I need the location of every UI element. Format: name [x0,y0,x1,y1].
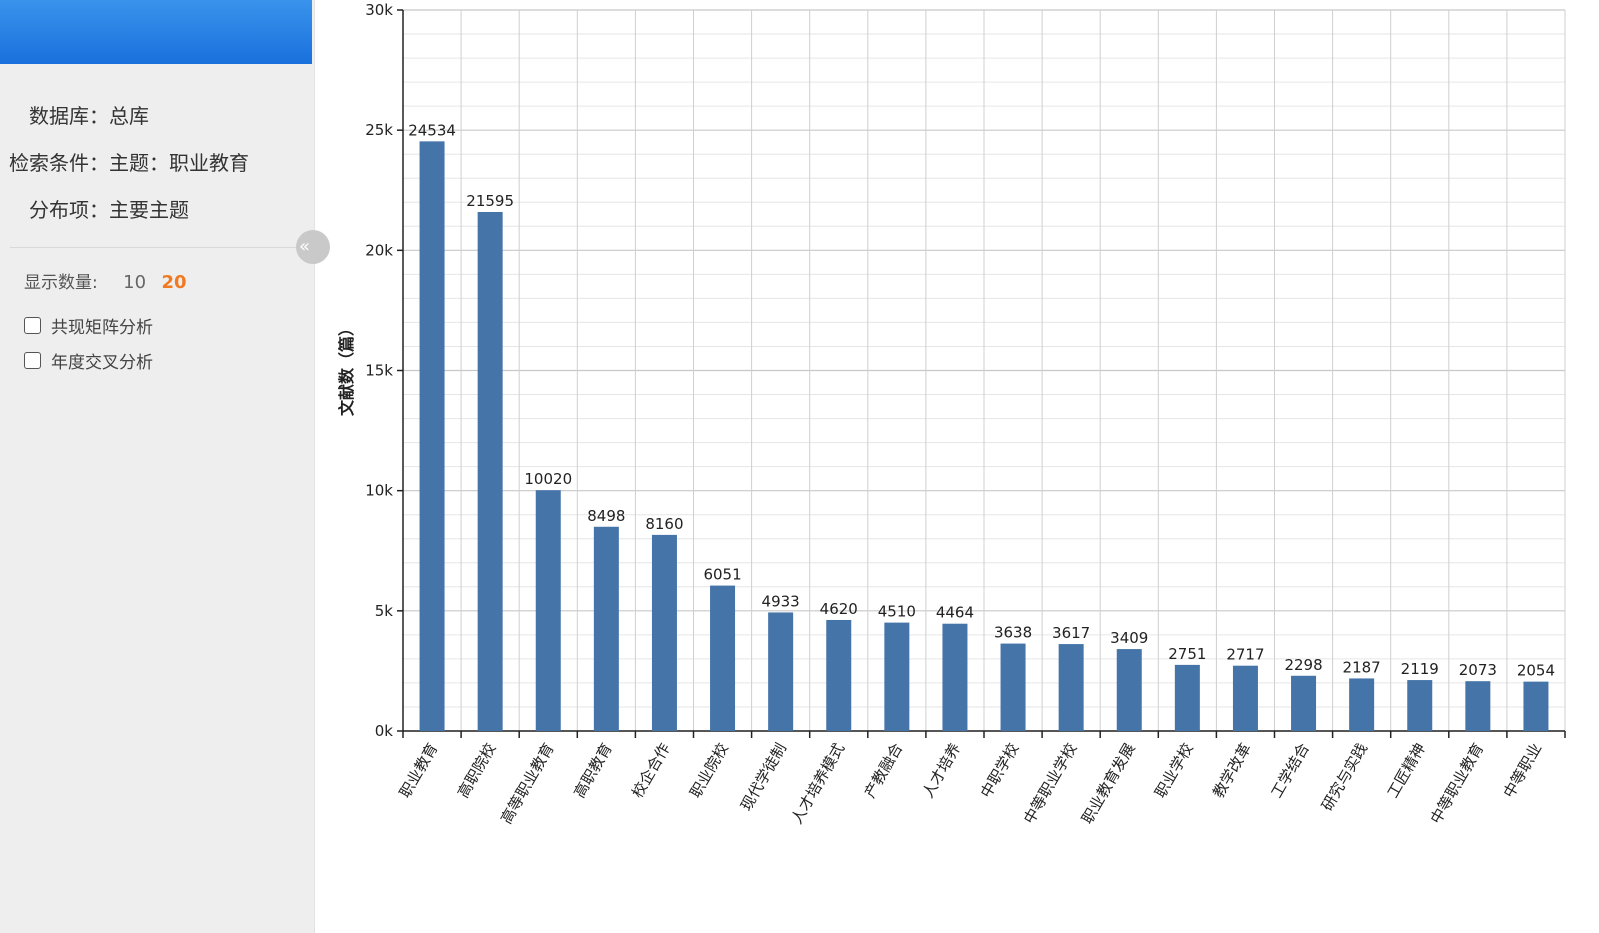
database-value: 总库 [109,104,149,128]
bar-15 [1232,665,1258,731]
sidebar-header [0,0,312,64]
x-tick-label: 中等职业学校 [1020,740,1081,827]
x-tick-label: 现代学徒制 [737,740,790,814]
bar-18 [1407,680,1433,731]
x-tick-label: 中等职业 [1500,740,1546,801]
display-count-row: 显示数量: 10 20 [24,268,187,293]
bar-6 [710,585,736,731]
bar-16 [1291,675,1317,731]
bar-value-label: 2717 [1226,646,1264,664]
y-tick-label: 10k [365,482,393,500]
x-tick-label: 工学结合 [1267,740,1313,801]
y-tick-label: 0k [375,722,394,740]
x-tick-label: 校企合作 [628,740,674,801]
annual-cross-option[interactable]: 年度交叉分析 [24,348,153,373]
x-tick-label: 职业学校 [1151,740,1197,801]
y-axis-ticks: 0k 5k 10k 15k 20k 25k 30k [365,1,403,740]
bar-9 [884,622,910,731]
x-tick-label: 高职教育 [570,740,616,801]
bar-value-label: 21595 [466,192,514,210]
x-tick-label: 职业院校 [686,740,732,801]
bar-value-label: 4464 [936,604,974,622]
bar-11 [1000,643,1026,731]
x-tick-label: 高职院校 [454,740,500,801]
x-tick-label: 职业教育 [396,740,442,801]
x-tick-label: 人才培养模式 [788,740,849,827]
bar-1 [419,141,445,731]
display-count-option-10[interactable]: 10 [123,272,147,293]
y-tick-label: 25k [365,121,393,139]
bar-13 [1116,649,1142,731]
cooccurrence-matrix-option[interactable]: 共现矩阵分析 [24,313,153,338]
bar-3 [535,490,561,731]
database-label: 数据库： [29,104,109,128]
bar-value-label: 4620 [820,600,858,618]
bar-value-label: 8498 [587,507,625,525]
annual-cross-checkbox[interactable] [24,352,41,369]
display-count-option-20[interactable]: 20 [161,272,187,293]
criteria-value: 主题：职业教育 [109,151,249,175]
y-tick-label: 15k [365,362,393,380]
x-tick-label: 教学改革 [1209,740,1255,801]
x-tick-label: 研究与实践 [1318,740,1371,814]
criteria-label: 检索条件： [9,151,109,175]
x-tick-label: 职业教育发展 [1078,740,1139,827]
collapse-sidebar-button[interactable]: « [296,230,330,264]
bar-14 [1174,664,1200,731]
bar-value-label: 3409 [1110,629,1148,647]
bar-7 [768,612,794,731]
bar-value-label: 3617 [1052,624,1090,642]
bar-value-label: 6051 [703,566,741,584]
display-count-label: 显示数量: [24,273,98,293]
distribution-label: 分布项： [29,198,109,222]
bar-10 [942,623,968,731]
cooccurrence-matrix-checkbox[interactable] [24,317,41,334]
bar-value-label: 24534 [408,121,456,139]
annual-cross-label: 年度交叉分析 [51,353,153,373]
sidebar-divider [10,247,310,248]
chart-grid [402,9,1566,732]
bar-4 [593,526,619,731]
bar-8 [826,619,852,731]
bar-12 [1058,644,1084,731]
bar-value-labels: 24534 21595 10020 8498 8160 6051 4933 4620 4510 4… [408,121,1555,679]
bar-value-label: 4933 [762,592,800,610]
bar-value-label: 3638 [994,624,1032,642]
chart-bars [419,141,1549,731]
x-tick-label: 高等职业教育 [497,740,558,827]
y-tick-label: 30k [365,1,393,19]
bar-value-label: 10020 [524,470,572,488]
cooccurrence-matrix-label: 共现矩阵分析 [51,318,153,338]
bar-value-label: 2751 [1168,645,1206,663]
database-info: 数据库：总库 [29,100,149,129]
sidebar: 数据库：总库 检索条件：主题：职业教育 分布项：主要主题 显示数量: 10 20… [0,0,315,933]
y-tick-label: 5k [375,602,394,620]
x-tick-label: 工匠精神 [1384,740,1430,801]
bar-value-label: 2073 [1459,661,1497,679]
bar-chart: 0k 5k 10k 15k 20k 25k 30k 24534 21595 10020 8498 8… [337,1,1566,827]
y-tick-label: 20k [365,241,393,259]
bar-17 [1349,678,1375,731]
bar-2 [477,212,503,731]
bar-value-label: 4510 [878,603,916,621]
bar-value-label: 2187 [1343,658,1381,676]
distribution-info: 分布项：主要主题 [29,194,189,223]
bar-20 [1523,681,1549,731]
bar-5 [651,534,677,731]
bar-value-label: 8160 [645,515,683,533]
x-tick-label: 产教融合 [861,740,907,801]
bar-value-label: 2054 [1517,662,1555,680]
x-tick-label: 人才培养 [919,740,965,801]
bar-19 [1465,681,1491,731]
criteria-info: 检索条件：主题：职业教育 [9,147,249,176]
y-axis-title: 文献数（篇） [337,320,356,416]
x-tick-label: 中职学校 [977,740,1023,801]
distribution-value: 主要主题 [109,198,189,222]
x-tick-label: 中等职业教育 [1427,740,1488,827]
double-chevron-left-icon: « [299,236,311,257]
bar-value-label: 2298 [1284,656,1322,674]
bar-value-label: 2119 [1401,660,1439,678]
